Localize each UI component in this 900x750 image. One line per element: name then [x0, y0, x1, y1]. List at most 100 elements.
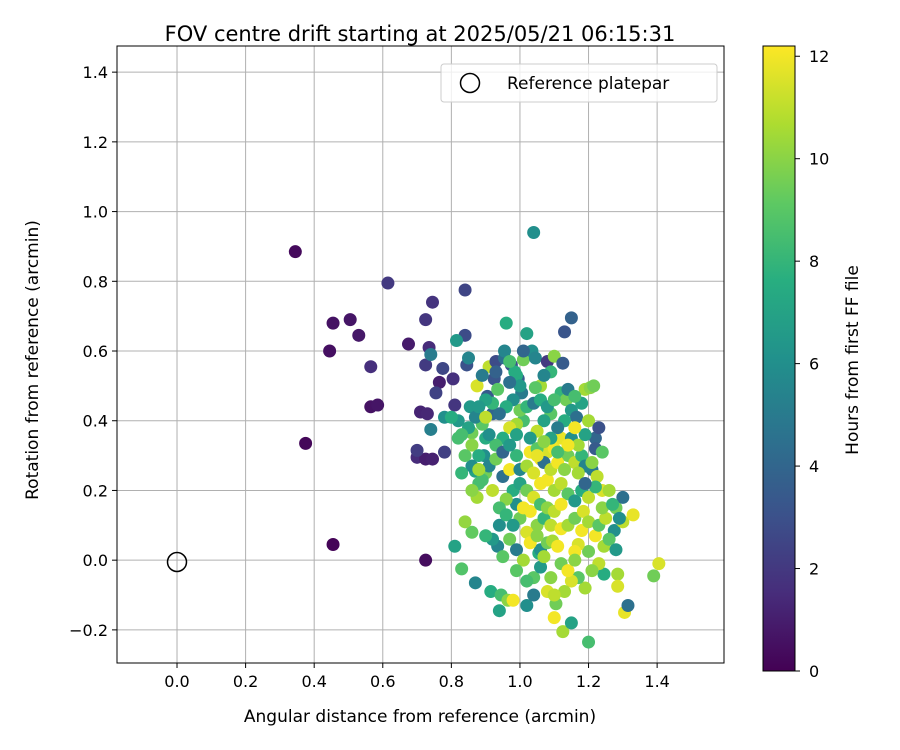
data-point: [323, 344, 337, 358]
data-point: [496, 550, 510, 564]
data-point: [582, 414, 596, 428]
y-tick-label: 1.0: [83, 203, 108, 222]
data-point: [503, 375, 517, 389]
data-point: [547, 588, 561, 602]
data-point: [419, 313, 433, 327]
data-point: [547, 393, 561, 407]
data-point: [647, 569, 661, 583]
data-point: [288, 245, 302, 259]
data-point: [326, 316, 340, 330]
data-point: [582, 515, 596, 529]
data-point: [420, 407, 434, 421]
reference-marker: [166, 551, 188, 573]
data-point: [621, 598, 635, 612]
data-point: [561, 438, 575, 452]
data-point: [465, 438, 479, 452]
x-tick-label: 1.2: [576, 672, 601, 691]
data-point: [587, 379, 601, 393]
data-point: [588, 480, 602, 494]
data-point: [426, 295, 440, 309]
legend-reference-icon: [459, 72, 481, 94]
grid-lines: [117, 46, 724, 663]
data-point: [486, 483, 500, 497]
data-point: [558, 585, 572, 599]
x-tick-label: 1.0: [507, 672, 532, 691]
data-point: [503, 438, 517, 452]
data-point: [597, 567, 611, 581]
data-point: [520, 598, 534, 612]
data-point: [558, 463, 572, 477]
data-point: [506, 593, 520, 607]
data-point: [527, 466, 541, 480]
data-point: [475, 473, 489, 487]
data-point: [568, 389, 582, 403]
data-point: [451, 431, 465, 445]
data-point: [564, 574, 578, 588]
data-point: [492, 604, 506, 618]
data-point: [528, 351, 542, 365]
data-point: [582, 490, 596, 504]
data-point: [401, 337, 415, 351]
data-point: [371, 398, 385, 412]
data-point: [468, 410, 482, 424]
data-point: [602, 532, 616, 546]
data-point: [450, 334, 464, 348]
data-point: [528, 381, 542, 395]
x-tick-label: 0.2: [233, 672, 258, 691]
data-point: [444, 410, 458, 424]
data-point: [475, 368, 489, 382]
data-point: [468, 576, 482, 590]
data-point: [595, 501, 609, 515]
data-point: [465, 525, 479, 539]
data-point: [527, 588, 541, 602]
colorbar-tick-label: 4: [809, 457, 819, 476]
data-point: [458, 449, 472, 463]
data-point: [578, 476, 592, 490]
data-point: [499, 492, 513, 506]
data-point: [472, 463, 486, 477]
data-point: [556, 356, 570, 370]
data-point: [510, 564, 524, 578]
x-axis-label: Angular distance from reference (arcmin): [244, 707, 596, 727]
data-point: [455, 562, 469, 576]
data-point: [489, 365, 503, 379]
data-point: [564, 616, 578, 630]
data-point: [544, 518, 558, 532]
data-point: [554, 476, 568, 490]
data-point: [364, 360, 378, 374]
data-point: [616, 490, 630, 504]
x-tick-label: 1.4: [644, 672, 669, 691]
data-point: [381, 276, 395, 290]
data-point: [551, 539, 565, 553]
data-point: [499, 316, 513, 330]
y-tick-label: 0.8: [83, 272, 108, 291]
data-point: [465, 483, 479, 497]
colorbar-tick-label: 6: [809, 355, 819, 374]
data-point: [561, 564, 575, 578]
data-point: [506, 518, 520, 532]
x-tick-label: 0.8: [439, 672, 464, 691]
data-point: [523, 431, 537, 445]
x-tick-label: 0.4: [301, 672, 326, 691]
data-point: [544, 571, 558, 585]
data-point: [540, 473, 554, 487]
data-point: [537, 435, 551, 449]
data-point: [479, 529, 493, 543]
data-point: [564, 311, 578, 325]
data-point: [599, 511, 613, 525]
data-point: [513, 379, 527, 393]
data-point: [510, 449, 524, 463]
data-point: [424, 422, 438, 436]
y-tick-label: −0.2: [69, 621, 108, 640]
data-point: [458, 283, 472, 297]
data-point: [556, 625, 570, 639]
data-point: [582, 544, 596, 558]
data-point: [462, 351, 476, 365]
data-point: [537, 368, 551, 382]
colorbar-tick-label: 8: [809, 252, 819, 271]
data-point: [436, 361, 450, 375]
data-point: [492, 407, 506, 421]
y-tick-label: 0.4: [83, 412, 108, 431]
data-point: [446, 372, 460, 386]
data-point: [520, 327, 534, 341]
